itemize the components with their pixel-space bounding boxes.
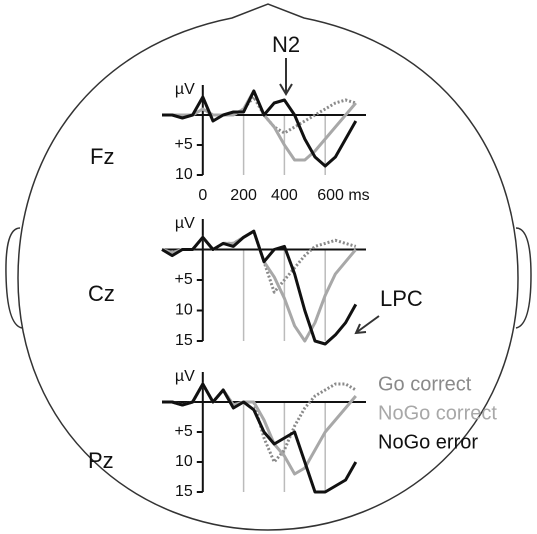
y-tick-label: 10 [175, 302, 193, 319]
y-tick-label: +5 [175, 271, 193, 288]
x-tick-label: 600 ms [317, 187, 369, 204]
y-tick-label: 15 [175, 483, 193, 500]
panel-label: Cz [88, 281, 115, 306]
series-line [162, 89, 358, 168]
y-axis-label: µV [175, 368, 195, 385]
legend-entry: NoGo correct [378, 402, 497, 424]
annotation-arrow [354, 315, 380, 335]
y-axis-label: µV [175, 81, 195, 98]
x-tick-label: 0 [198, 187, 207, 204]
y-axis-label: µV [175, 215, 195, 232]
panel-label: Pz [88, 448, 114, 473]
legend-entry: NoGo error [378, 431, 478, 453]
series-line [162, 382, 358, 494]
y-tick-label: 15 [175, 332, 193, 349]
y-tick-label: +5 [175, 136, 193, 153]
y-tick-label: 10 [175, 453, 193, 470]
annotation-arrow [279, 58, 293, 96]
legend-entry: Go correct [378, 373, 472, 395]
y-tick-label: +5 [175, 423, 193, 440]
y-tick-label: 10 [175, 166, 193, 183]
ears [5, 227, 532, 329]
panel-label: Fz [90, 144, 114, 169]
series-line [161, 229, 358, 346]
annotation: LPC [380, 286, 423, 311]
annotation: N2 [272, 32, 300, 57]
x-tick-label: 200 [230, 187, 257, 204]
x-tick-label: 400 [271, 187, 298, 204]
